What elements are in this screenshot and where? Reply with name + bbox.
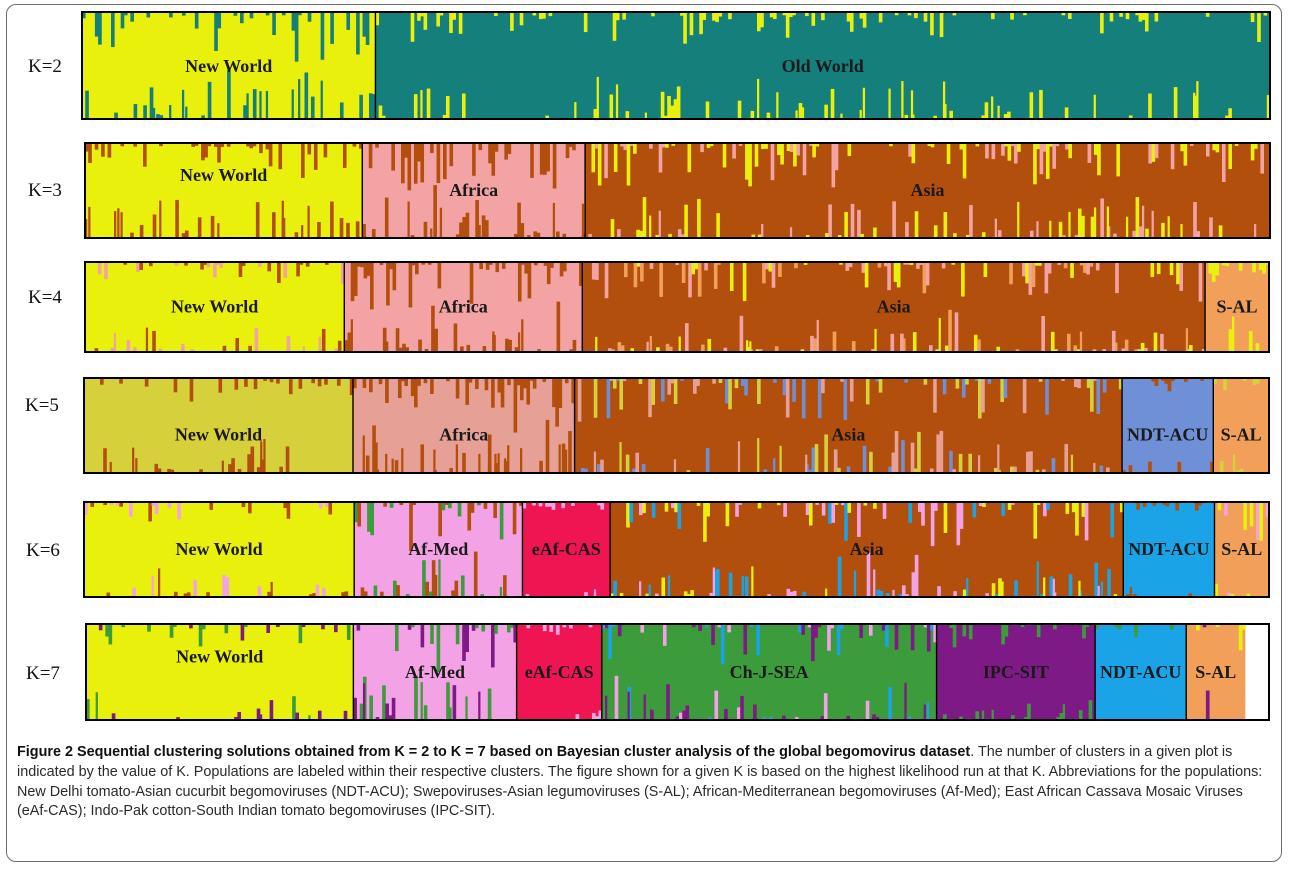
population-label: Asia: [911, 180, 945, 200]
population-label: IPC-SIT: [983, 662, 1049, 682]
population-label: Asia: [831, 425, 865, 445]
membership-bars: [1196, 624, 1246, 720]
panel-k2: K=2 New World Old World: [28, 11, 1271, 120]
k-label: K=4: [28, 287, 62, 308]
membership-bars: [588, 143, 1264, 238]
population-label: S-AL: [1217, 296, 1258, 316]
population-label: Asia: [877, 296, 911, 316]
population-label: New World: [180, 165, 267, 185]
population-label: New World: [185, 56, 272, 76]
population-label: NDT-ACU: [1128, 539, 1209, 559]
population-label: Africa: [449, 180, 498, 200]
membership-bars: [943, 624, 1093, 720]
membership-bars: [353, 624, 518, 720]
membership-bars: [1214, 502, 1270, 597]
membership-bars: [86, 624, 351, 720]
membership-bars: [1122, 378, 1214, 473]
panel-k3: K=3 New World Africa Asia: [28, 142, 1271, 239]
membership-bars: [82, 12, 376, 119]
caption-body: . The number of clusters in a given plot…: [17, 744, 1263, 820]
panel-border: [83, 501, 1270, 598]
cluster-block: [601, 624, 937, 720]
membership-bars: [100, 378, 354, 473]
panel-k4: K=4 New World Africa Asia S-AL: [28, 261, 1270, 353]
cluster-block: [1213, 378, 1269, 473]
cluster-block: [86, 624, 354, 720]
k-label: K=2: [28, 56, 62, 77]
membership-bars: [1126, 502, 1202, 597]
population-label: eAf-CAS: [532, 539, 601, 559]
panel-border: [84, 261, 1270, 353]
membership-bars: [354, 502, 523, 597]
membership-bars: [1208, 262, 1270, 352]
membership-bars: [1095, 624, 1174, 638]
panel-border: [81, 11, 1271, 120]
membership-bars: [94, 262, 345, 352]
population-label: Africa: [439, 425, 488, 445]
k-label: K=7: [26, 663, 60, 684]
cluster-block: [1186, 624, 1246, 720]
population-label: Af-Med: [405, 662, 465, 682]
cluster-block: [375, 12, 1270, 119]
cluster-block: [84, 378, 353, 473]
panel-border: [83, 377, 1270, 474]
figure-caption: Figure 2 Sequential clustering solutions…: [17, 743, 1275, 822]
cluster-block: [516, 624, 602, 720]
population-label: Africa: [439, 296, 488, 316]
membership-bars: [375, 12, 1270, 119]
population-label: Asia: [850, 539, 884, 559]
population-label: Ch-J-SEA: [730, 662, 809, 682]
membership-bars: [362, 143, 586, 238]
population-label: New World: [175, 425, 262, 445]
panel-border: [85, 623, 1270, 721]
cluster-block: [936, 624, 1096, 720]
membership-bars: [601, 624, 937, 720]
membership-bars: [85, 143, 363, 238]
structure-bar-plot: K=2 New World Old World K=3 New World Africa A…: [25, 11, 1271, 721]
membership-bars: [610, 502, 1124, 597]
k-label: K=6: [26, 540, 60, 561]
panel-k7: K=7 New World Af-Med eAf-CAS Ch-J-SEA IPC-SIT…: [26, 623, 1270, 721]
caption-title: Figure 2 Sequential clustering solutions…: [17, 744, 971, 760]
population-label: S-AL: [1221, 425, 1262, 445]
population-label: eAf-CAS: [525, 662, 594, 682]
population-label: S-AL: [1195, 662, 1236, 682]
panel-border: [84, 142, 1271, 239]
membership-bars: [577, 378, 1123, 473]
panel-k5: K=5 New World Africa Asia NDT-ACU S-AL: [25, 377, 1270, 474]
cluster-block: [84, 502, 355, 597]
population-label: New World: [176, 539, 263, 559]
cluster-block: [1095, 624, 1187, 720]
population-label: NDT-ACU: [1100, 662, 1181, 682]
membership-bars: [522, 502, 605, 597]
population-label: New World: [176, 646, 263, 666]
membership-bars: [352, 378, 575, 473]
population-label: Af-Med: [408, 539, 468, 559]
membership-bars: [84, 502, 349, 597]
membership-bars: [526, 624, 603, 720]
population-label: Old World: [782, 56, 864, 76]
panel-k6: K=6 New World Af-Med eAf-CAS Asia NDT-ACU S-AL: [26, 501, 1270, 598]
population-label: S-AL: [1221, 539, 1262, 559]
population-label: New World: [171, 296, 258, 316]
membership-bars: [1213, 378, 1260, 473]
cluster-block: [1205, 262, 1269, 352]
membership-bars: [591, 262, 1206, 352]
cluster-block: [1123, 502, 1215, 597]
k-label: K=5: [25, 395, 59, 416]
k-label: K=3: [28, 180, 62, 201]
population-label: NDT-ACU: [1127, 425, 1208, 445]
cluster-block: [522, 502, 611, 597]
cluster-block: [1122, 378, 1214, 473]
membership-bars: [344, 262, 583, 352]
